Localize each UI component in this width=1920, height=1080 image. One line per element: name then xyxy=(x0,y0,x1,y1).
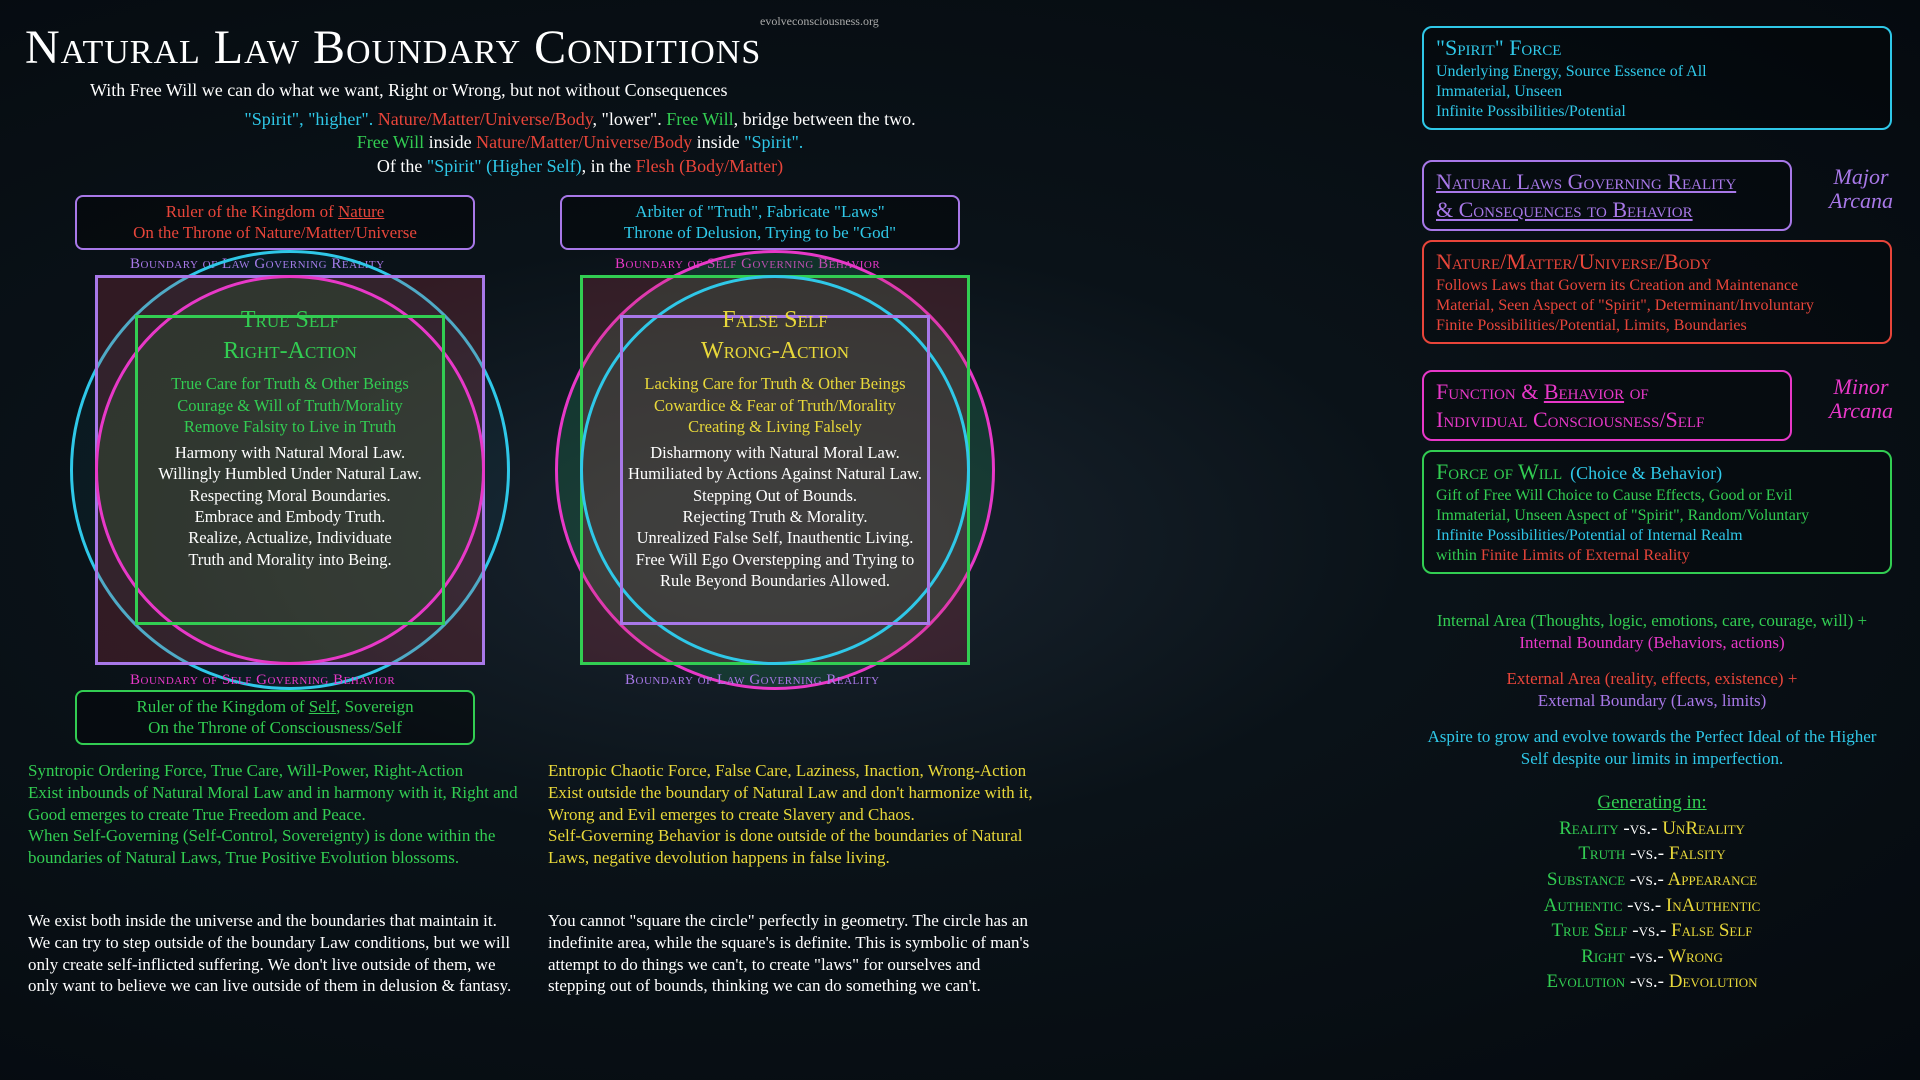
bottom-left-green: Syntropic Ordering Force, True Care, Wil… xyxy=(28,760,518,869)
left-top-caption: Ruler of the Kingdom of Nature On the Th… xyxy=(75,195,475,250)
left-bottom-caption: Ruler of the Kingdom of Self, Sovereign … xyxy=(75,690,475,745)
bottom-right-yellow: Entropic Chaotic Force, False Care, Lazi… xyxy=(548,760,1038,869)
page-title: Natural Law Boundary Conditions xyxy=(25,20,761,75)
left-inner-boundary-label: Boundary of Self Governing Behavior xyxy=(130,672,395,689)
panel-function: Function & Behavior of Individual Consci… xyxy=(1422,370,1792,441)
bottom-right-white: You cannot "square the circle" perfectly… xyxy=(548,910,1038,997)
right-inner-boundary-label: Boundary of Law Governing Reality xyxy=(625,672,880,689)
left-diagram: True Self Right-Action True Care for Tru… xyxy=(70,250,510,690)
internal-area-text: Internal Area (Thoughts, logic, emotions… xyxy=(1412,610,1892,654)
left-content: True Self Right-Action True Care for Tru… xyxy=(120,305,460,570)
right-diagram: False Self Wrong-Action Lacking Care for… xyxy=(555,250,995,690)
panel-laws: Natural Laws Governing Reality & Consequ… xyxy=(1422,160,1792,231)
panel-spirit: "Spirit" Force Underlying Energy, Source… xyxy=(1422,26,1892,130)
major-arcana-label: Major Arcana xyxy=(1816,165,1906,213)
right-top-caption: Arbiter of "Truth", Fabricate "Laws" Thr… xyxy=(560,195,960,250)
panel-nature: Nature/Matter/Universe/Body Follows Laws… xyxy=(1422,240,1892,344)
page-subtitle: With Free Will we can do what we want, R… xyxy=(90,80,728,101)
bottom-left-white: We exist both inside the universe and th… xyxy=(28,910,518,997)
intro-text: "Spirit", "higher". Nature/Matter/Univer… xyxy=(180,108,980,178)
minor-arcana-label: Minor Arcana xyxy=(1816,375,1906,423)
generating-list: Generating in: Reality -vs.- UnRealityTr… xyxy=(1412,790,1892,995)
attribution: evolveconsciousness.org xyxy=(760,14,879,29)
external-area-text: External Area (reality, effects, existen… xyxy=(1412,668,1892,712)
panel-will: Force of Will (Choice & Behavior) Gift o… xyxy=(1422,450,1892,574)
right-content: False Self Wrong-Action Lacking Care for… xyxy=(605,305,945,592)
aspire-text: Aspire to grow and evolve towards the Pe… xyxy=(1412,726,1892,770)
